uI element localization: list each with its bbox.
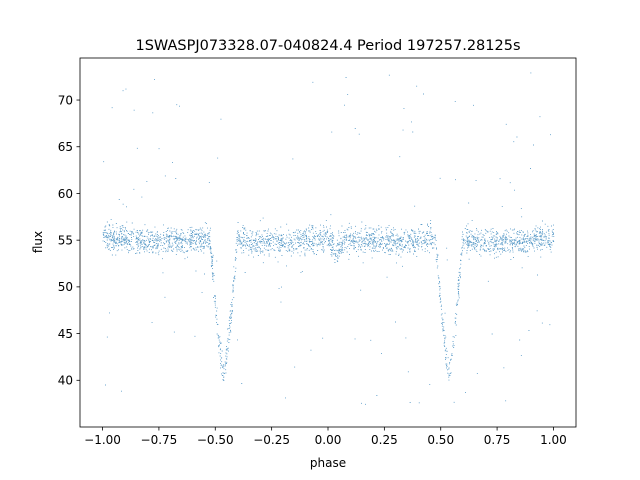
- y-tick-label: 55: [58, 233, 73, 247]
- x-tick-label: 0.25: [371, 433, 398, 447]
- scatter-points: [102, 72, 555, 405]
- y-axis-label: flux: [31, 231, 45, 253]
- y-tick-label: 45: [58, 327, 73, 341]
- y-tick-label: 60: [58, 187, 73, 201]
- x-tick-label: 1.00: [540, 433, 567, 447]
- x-tick-label: 0.00: [315, 433, 342, 447]
- data-points: [102, 72, 555, 405]
- x-tick-label: −0.50: [197, 433, 234, 447]
- y-tick-label: 50: [58, 280, 73, 294]
- x-tick-label: −0.25: [253, 433, 290, 447]
- y-tick-label: 65: [58, 140, 73, 154]
- x-axis: −1.00 −0.75 −0.50 −0.25 0.00 0.25 0.50 0.75 1.00: [84, 427, 567, 447]
- y-tick-label: 70: [58, 93, 73, 107]
- x-tick-label: 0.50: [427, 433, 454, 447]
- x-axis-label: phase: [310, 456, 346, 470]
- chart-title: 1SWASPJ073328.07-040824.4 Period 197257.…: [135, 38, 520, 54]
- y-axis: 40 45 50 55 60 65 70: [58, 93, 80, 388]
- x-tick-label: 0.75: [484, 433, 511, 447]
- x-tick-label: −1.00: [84, 433, 121, 447]
- x-tick-label: −0.75: [141, 433, 178, 447]
- y-tick-label: 40: [58, 374, 73, 388]
